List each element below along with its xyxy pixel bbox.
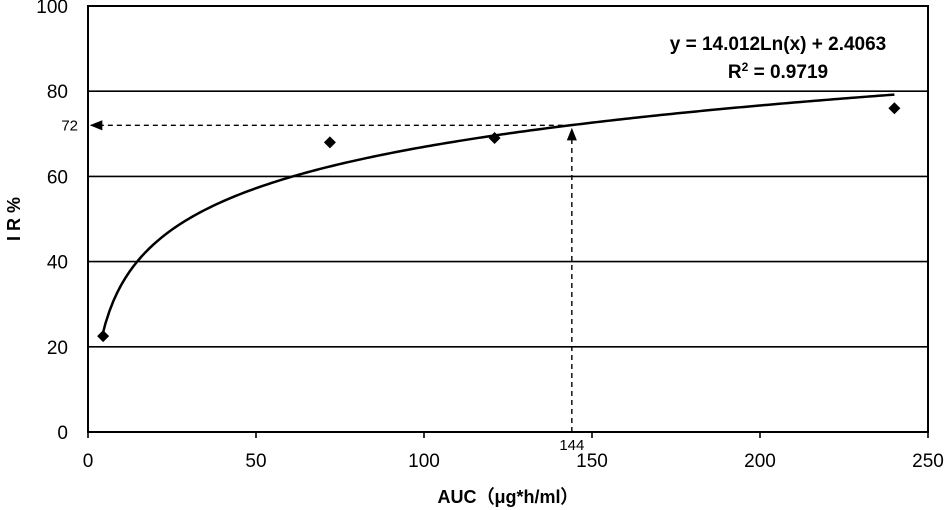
- reference-lines: 144 72: [61, 117, 584, 454]
- data-point-2: [323, 136, 336, 149]
- trendline-equation: y = 14.012Ln(x) + 2.4063: [670, 34, 887, 55]
- x-tick-label-50: 50: [245, 451, 266, 472]
- x-tick-label-250: 250: [912, 451, 944, 472]
- x-tick-label-0: 0: [83, 451, 94, 472]
- y-axis-ticks: 0 20 40 60 80 100: [36, 0, 68, 444]
- r-squared-value: = 0.9719: [748, 62, 828, 83]
- data-point-4: [888, 102, 901, 115]
- trendline: [100, 93, 895, 340]
- data-point-3: [488, 132, 501, 145]
- y-tick-label-100: 100: [36, 0, 68, 18]
- r-squared-label: R2 = 0.9719: [728, 60, 828, 83]
- x-axis-ticks: 0 50 100 150 200 250: [83, 432, 944, 472]
- gridlines: [88, 90, 928, 348]
- plot-area-frame: [87, 5, 929, 433]
- y-tick-label-60: 60: [47, 167, 68, 188]
- y-axis-title: I R %: [4, 197, 24, 241]
- data-point-1: [97, 330, 110, 343]
- annotation-x-144: 144: [559, 437, 584, 454]
- y-tick-label-20: 20: [47, 338, 68, 359]
- data-points: [97, 102, 901, 343]
- r-squared-superscript: 2: [742, 60, 749, 74]
- x-tick-label-150: 150: [576, 451, 608, 472]
- x-tick-label-100: 100: [408, 451, 440, 472]
- y-tick-label-0: 0: [57, 423, 68, 444]
- y-tick-label-80: 80: [47, 82, 68, 103]
- x-axis-title: AUC（μg*h/ml）: [437, 487, 578, 507]
- y-tick-label-40: 40: [47, 253, 68, 274]
- r-squared-symbol: R: [728, 62, 742, 83]
- x-tick-label-200: 200: [744, 451, 776, 472]
- annotation-y-72: 72: [61, 117, 78, 134]
